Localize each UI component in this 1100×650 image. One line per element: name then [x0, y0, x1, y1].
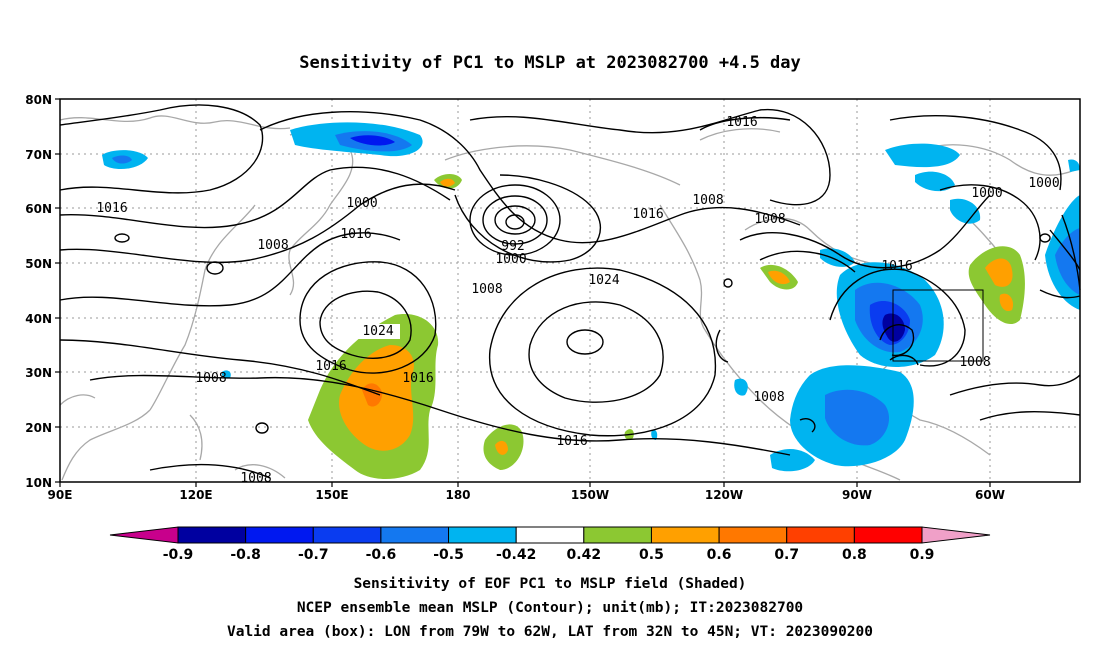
contour-label: 1016 [340, 227, 371, 242]
lon-label: 150W [571, 488, 609, 502]
contour-label: 1008 [692, 193, 723, 208]
contour-label: 1008 [959, 355, 990, 370]
contour-label: 1016 [402, 371, 433, 386]
valid-area-box [892, 289, 984, 362]
colorbar-label: -0.6 [366, 547, 397, 563]
contour-label: 1008 [754, 212, 785, 227]
lat-label: 80N [25, 93, 52, 107]
mslp-contours [59, 104, 1081, 479]
colorbar-label: 0.7 [774, 547, 799, 563]
colorbar-label: 0.42 [567, 547, 602, 563]
colorbar-label: 0.9 [910, 547, 935, 563]
colorbar-cell [245, 526, 314, 544]
contour-label: 1008 [240, 471, 271, 486]
colorbar-label: -0.9 [163, 547, 194, 563]
lat-label: 70N [25, 148, 52, 162]
colorbar-cell [853, 526, 923, 544]
colorbar-label: 0.6 [707, 547, 732, 563]
longitude-labels: 90E 120E 150E 180 150W 120W 90W 60W [48, 488, 1005, 502]
contour-label: 1008 [195, 371, 226, 386]
contour-label: 1024 [362, 324, 393, 339]
coastlines [59, 115, 1076, 481]
contour-labels: 1016 1016 1008 1000 1016 992 1000 1008 1… [96, 115, 1059, 486]
contour-label: 1016 [96, 201, 127, 216]
contour-label: 1016 [881, 259, 912, 274]
lon-label: 90E [48, 488, 73, 502]
axis-ticks [55, 98, 991, 487]
shading-negative [102, 122, 1080, 472]
caption-line-3: Valid area (box): LON from 79W to 62W, L… [227, 624, 873, 640]
latitude-labels: 80N 70N 60N 50N 40N 30N 20N 10N [25, 93, 52, 490]
colorbar-label: 0.5 [639, 547, 664, 563]
map-frame [59, 98, 1081, 483]
colorbar-cell [718, 526, 788, 544]
contour-label: 1008 [753, 390, 784, 405]
contour-label: 1008 [257, 238, 288, 253]
contour-label: 1000 [346, 196, 377, 211]
contour-label: 1016 [556, 434, 587, 449]
colorbar-cell [448, 526, 517, 544]
colorbar-label: -0.7 [298, 547, 329, 563]
colorbar-cell [515, 526, 585, 544]
contour-label: 1024 [588, 273, 619, 288]
contour-label: 992 [501, 239, 524, 254]
contour-label: 1016 [315, 359, 346, 374]
colorbar-label: 0.8 [842, 547, 867, 563]
colorbar-cell [786, 526, 855, 544]
contour-label: 1016 [726, 115, 757, 130]
contour-label: 1000 [495, 252, 526, 267]
lon-label: 90W [842, 488, 872, 502]
caption-line-1: Sensitivity of EOF PC1 to MSLP field (Sh… [354, 576, 747, 592]
lon-label: 150E [315, 488, 348, 502]
lon-label: 60W [975, 488, 1005, 502]
colorbar-cell [177, 526, 247, 544]
caption-line-2: NCEP ensemble mean MSLP (Contour); unit(… [297, 600, 803, 616]
lat-label: 30N [25, 366, 52, 380]
lat-label: 60N [25, 202, 52, 216]
contour-label: 1000 [971, 186, 1002, 201]
lon-label: 180 [445, 488, 470, 502]
lon-label: 120W [705, 488, 743, 502]
contour-label: 1016 [632, 207, 663, 222]
colorbar-label: -0.42 [496, 547, 536, 563]
lat-label: 40N [25, 312, 52, 326]
colorbar-cell [380, 526, 450, 544]
figure-title: Sensitivity of PC1 to MSLP at 2023082700… [299, 53, 801, 73]
lat-label: 20N [25, 421, 52, 435]
colorbar-over-triangle [921, 526, 991, 544]
contour-label: 1000 [1028, 176, 1059, 191]
colorbar: -0.9 -0.8 -0.7 -0.6 -0.5 -0.42 0.42 0.5 0.6 0.7 0.… [109, 526, 991, 563]
lat-label: 50N [25, 257, 52, 271]
lat-label: 10N [25, 476, 52, 490]
contour-label: 1008 [471, 282, 502, 297]
colorbar-cell [583, 526, 652, 544]
colorbar-label: -0.8 [230, 547, 261, 563]
colorbar-under-triangle [109, 526, 179, 544]
lon-label: 120E [179, 488, 212, 502]
colorbar-cell [650, 526, 720, 544]
colorbar-label: -0.5 [433, 547, 464, 563]
colorbar-cell [312, 526, 382, 544]
